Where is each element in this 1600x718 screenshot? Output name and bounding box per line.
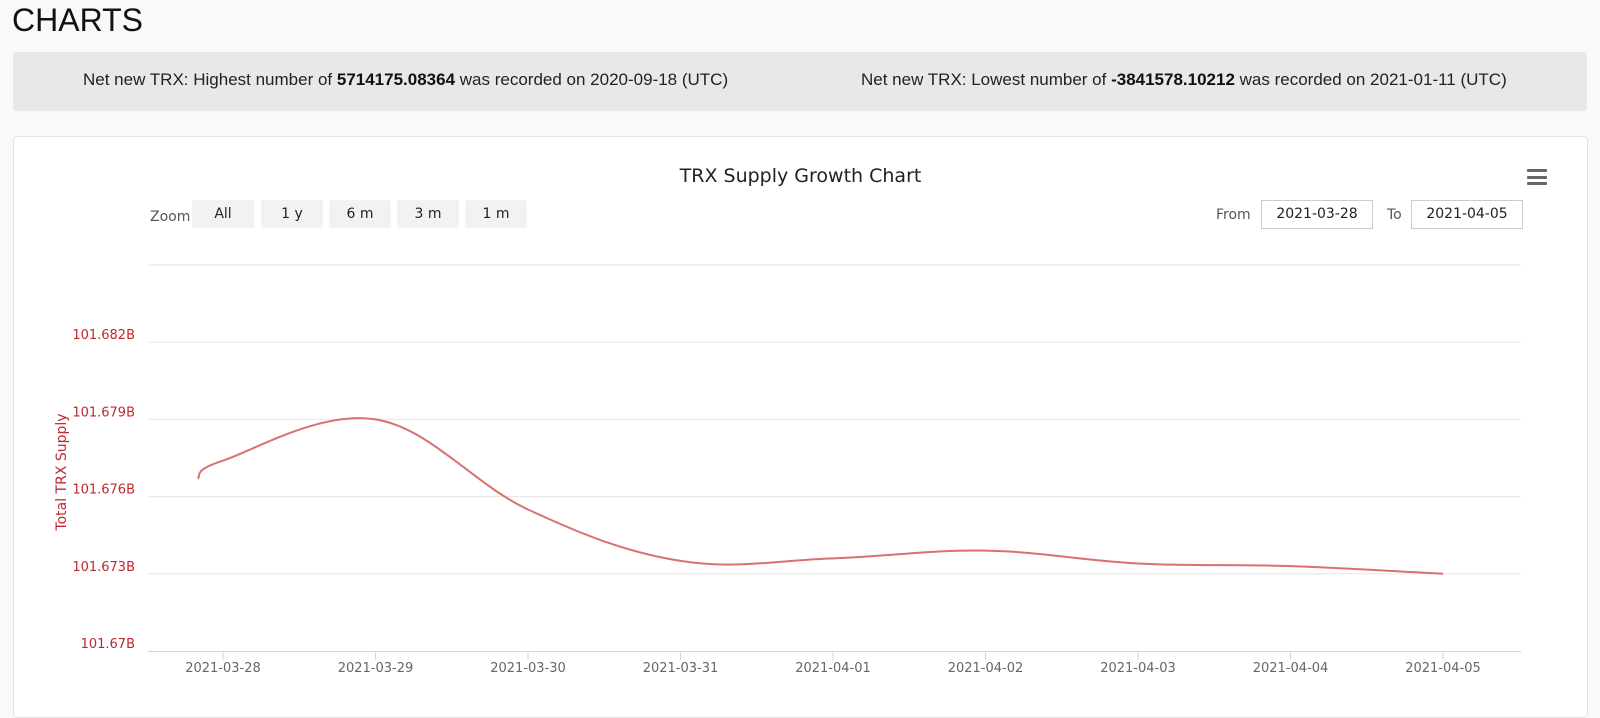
chart-card: 101.67B 101.673B 101.676B 101.679B 101.682B T… bbox=[13, 136, 1588, 718]
chart-title: TRX Supply Growth Chart bbox=[679, 165, 922, 187]
x-tick-label: 2021-04-03 bbox=[1100, 661, 1176, 676]
supply-series-line bbox=[196, 417, 1444, 575]
zoom-6m-button[interactable]: 6 m bbox=[329, 200, 391, 228]
stat-low-value: -3841578.10212 bbox=[1111, 70, 1235, 89]
x-tick-label: 2021-03-30 bbox=[490, 661, 566, 676]
zoom-all-button[interactable]: All bbox=[192, 200, 254, 228]
x-tick-label: 2021-04-05 bbox=[1405, 661, 1481, 676]
page-title: CHARTS bbox=[12, 2, 143, 38]
y-tick-label: 101.676B bbox=[72, 483, 135, 498]
x-tick-label: 2021-04-04 bbox=[1253, 661, 1329, 676]
to-date-input[interactable]: 2021-04-05 bbox=[1411, 200, 1523, 229]
zoom-1y-button[interactable]: 1 y bbox=[261, 200, 323, 228]
stats-bar: Net new TRX: Highest number of 5714175.0… bbox=[13, 52, 1587, 111]
lowest-net-new-stat: Net new TRX: Lowest number of -3841578.1… bbox=[861, 70, 1507, 90]
to-label: To bbox=[1387, 207, 1402, 223]
from-label: From bbox=[1216, 207, 1251, 223]
y-axis-label: Total TRX Supply bbox=[54, 413, 70, 531]
y-tick-label: 101.682B bbox=[72, 328, 135, 343]
stat-low-suffix: was recorded on 2021-01-11 (UTC) bbox=[1234, 70, 1507, 89]
zoom-1m-button[interactable]: 1 m bbox=[465, 200, 527, 228]
chart-plot: 101.67B 101.673B 101.676B 101.679B 101.682B T… bbox=[54, 264, 1521, 676]
y-tick-label: 101.673B bbox=[72, 560, 135, 575]
zoom-label: Zoom bbox=[150, 209, 191, 225]
from-date-input[interactable]: 2021-03-28 bbox=[1261, 200, 1373, 229]
stat-high-value: 5714175.08364 bbox=[336, 70, 456, 89]
y-tick-label: 101.679B bbox=[72, 405, 135, 420]
y-tick-label: 101.67B bbox=[81, 637, 135, 652]
hamburger-menu-icon[interactable] bbox=[1527, 169, 1547, 185]
x-tick-label: 2021-03-29 bbox=[338, 661, 414, 676]
x-tick-label: 2021-04-01 bbox=[795, 661, 871, 676]
x-tick-label: 2021-03-31 bbox=[643, 661, 719, 676]
highest-net-new-stat: Net new TRX: Highest number of 5714175.0… bbox=[83, 70, 728, 90]
x-tick-label: 2021-03-28 bbox=[185, 661, 261, 676]
stat-low-prefix: Net new TRX: Lowest number of bbox=[861, 70, 1112, 89]
stat-high-suffix: was recorded on 2020-09-18 (UTC) bbox=[455, 70, 729, 89]
zoom-3m-button[interactable]: 3 m bbox=[397, 200, 459, 228]
stat-high-prefix: Net new TRX: Highest number of bbox=[83, 70, 337, 89]
x-tick-label: 2021-04-02 bbox=[948, 661, 1024, 676]
